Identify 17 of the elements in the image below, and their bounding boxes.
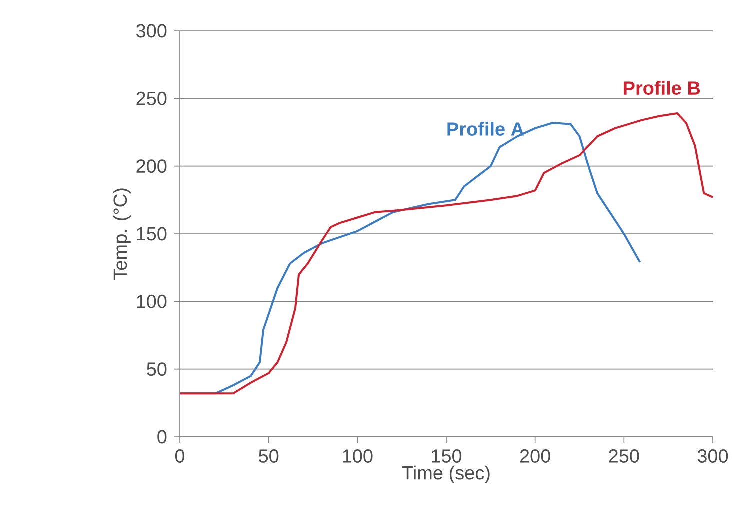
x-tick-label: 100 [343, 450, 373, 463]
y-tick-label: 150 [137, 227, 167, 241]
x-tick-label: 50 [259, 450, 279, 463]
x-tick-label: 150 [432, 450, 462, 463]
y-tick-label: 0 [158, 430, 167, 444]
y-tick-label: 50 [147, 362, 167, 376]
series-label: Profile B [624, 81, 700, 96]
x-tick-label: 200 [520, 450, 550, 463]
y-tick-label: 300 [136, 24, 167, 38]
y-tick-label: 200 [136, 160, 167, 174]
y-tick-label: 100 [137, 294, 167, 308]
y-tick-label: 250 [136, 92, 167, 106]
x-tick-label: 0 [175, 450, 185, 463]
x-tick-label: 300 [698, 450, 728, 463]
x-tick-label: 250 [609, 450, 640, 463]
x-axis-title: Time (sec) [402, 466, 490, 484]
y-axis-title: Temp. (°C) [113, 188, 131, 280]
